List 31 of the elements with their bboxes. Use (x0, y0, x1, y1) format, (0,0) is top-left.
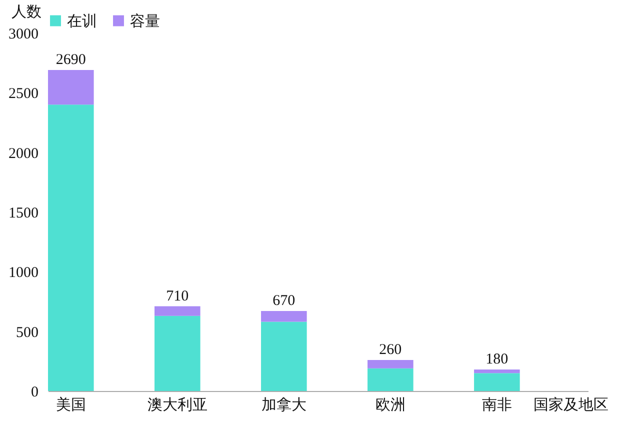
total-label: 180 (486, 352, 508, 368)
legend-label: 在训 (67, 12, 97, 30)
x-tick-label: 南非 (482, 396, 512, 414)
y-tick-label: 3000 (8, 26, 38, 42)
bar (368, 368, 414, 391)
x-axis-title: 国家及地区 (534, 396, 608, 414)
bar (261, 311, 307, 322)
total-label: 2690 (56, 52, 86, 68)
x-tick-label: 澳大利亚 (147, 396, 208, 414)
y-tick-label: 500 (16, 324, 38, 341)
bar (474, 370, 520, 374)
legend-label: 容量 (130, 12, 160, 30)
y-tick-label: 2000 (8, 146, 38, 162)
bar (261, 322, 307, 391)
bar (48, 104, 94, 391)
y-axis-title: 人数 (12, 4, 42, 20)
bar (368, 360, 414, 368)
y-tick-label: 0 (31, 384, 38, 400)
total-label: 710 (166, 288, 189, 304)
total-label: 670 (272, 293, 296, 310)
bar (154, 306, 200, 316)
y-tick-label: 1000 (8, 265, 38, 282)
bar (48, 70, 94, 105)
y-tick-label: 2500 (8, 86, 38, 102)
x-tick-label: 加拿大 (261, 396, 306, 414)
x-tick-label: 美国 (56, 396, 86, 414)
total-label: 260 (379, 342, 402, 358)
bar (474, 373, 520, 391)
bar (154, 316, 200, 391)
y-tick-label: 1500 (8, 206, 38, 222)
x-tick-label: 欧洲 (375, 396, 406, 414)
